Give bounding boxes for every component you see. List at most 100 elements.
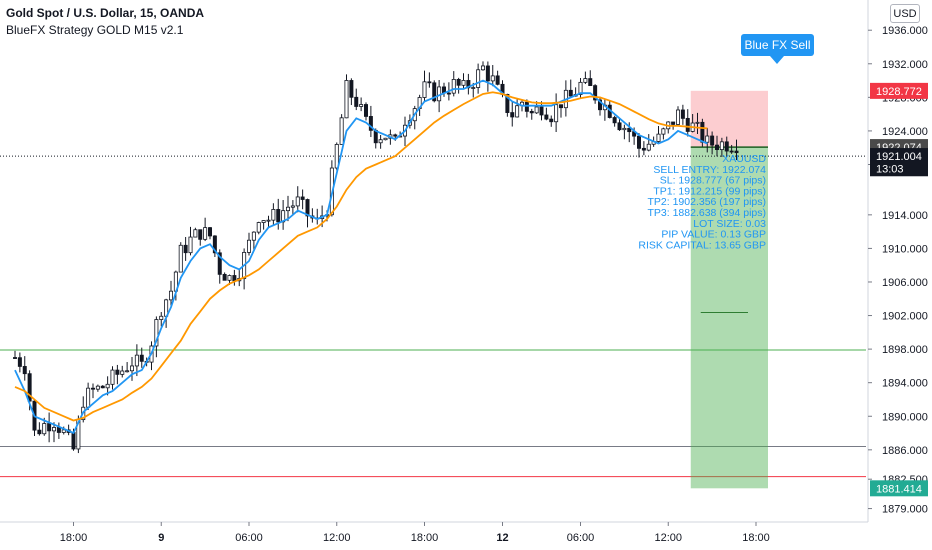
price-tick-label: 1898.000	[882, 344, 928, 356]
candle-down	[432, 82, 437, 102]
candle-up	[534, 106, 539, 114]
time-tick-label: 18:00	[60, 532, 88, 544]
candle-up	[490, 75, 495, 82]
price-tick-label: 1910.000	[882, 243, 928, 255]
candle-up	[471, 87, 476, 89]
candle-up	[290, 205, 295, 208]
currency-button[interactable]: USD	[890, 4, 920, 23]
fast-ma-line	[14, 79, 708, 435]
candle-up	[359, 104, 364, 107]
candle-down	[198, 229, 203, 240]
price-tag-label: 1928.772	[876, 86, 922, 98]
candle-up	[52, 427, 57, 432]
candle-down	[588, 78, 593, 87]
candle-up	[159, 315, 164, 320]
candle-down	[71, 432, 76, 450]
candle-down	[363, 104, 368, 117]
candle-down	[354, 96, 359, 107]
candle-up	[134, 354, 139, 367]
time-tick-label: 12	[496, 532, 508, 544]
candle-up	[461, 80, 466, 86]
sell-signal-arrow-icon	[770, 56, 784, 64]
candle-up	[383, 137, 388, 141]
candle-down	[524, 101, 529, 112]
candle-down	[212, 235, 217, 254]
price-tag	[870, 148, 928, 165]
slow-ma-line	[14, 91, 708, 422]
strategy-name: BlueFX Strategy GOLD M15 v2.1	[6, 23, 184, 37]
price-tag-label: 13:03	[876, 163, 904, 175]
candle-up	[656, 133, 661, 142]
candle-down	[505, 93, 510, 113]
candle-up	[188, 236, 193, 254]
candle-down	[680, 109, 685, 119]
candle-down	[183, 244, 188, 254]
trade-info-line: PIP VALUE: 0.13 GBP	[661, 229, 766, 241]
trade-info-line: RISK CAPITAL: 13.65 GBP	[638, 239, 766, 251]
candle-down	[139, 354, 144, 362]
candle-down	[495, 75, 500, 85]
candle-up	[295, 196, 300, 207]
trade-info-line: SL: 1928.777 (67 pips)	[660, 175, 766, 187]
time-tick-label: 06:00	[235, 532, 263, 544]
candle-up	[256, 222, 261, 233]
candle-up	[583, 78, 588, 83]
trade-info-line: XAUUSD	[722, 153, 766, 165]
candle-down	[393, 134, 398, 137]
candle-up	[42, 423, 47, 435]
candle-down	[232, 275, 237, 282]
candle-up	[271, 209, 276, 221]
price-tick-label: 1902.000	[882, 311, 928, 323]
price-tag-label: 1921.004	[876, 151, 922, 163]
candle-up	[129, 365, 134, 372]
candle-down	[22, 366, 27, 375]
candle-up	[661, 128, 666, 135]
price-tick-label: 1932.000	[882, 59, 928, 71]
trade-info-line: LOT SIZE: 0.03	[693, 218, 766, 230]
candle-down	[368, 116, 373, 131]
candle-down	[671, 121, 676, 125]
candle-up	[515, 105, 520, 118]
candle-up	[695, 121, 700, 124]
time-tick-label: 06:00	[567, 532, 595, 544]
candle-down	[276, 209, 281, 223]
candle-up	[554, 104, 559, 123]
price-tick-label: 1906.000	[882, 277, 928, 289]
candle-down	[300, 196, 305, 200]
candle-down	[627, 127, 632, 133]
candle-down	[715, 144, 720, 151]
time-tick-label: 18:00	[411, 532, 439, 544]
candle-down	[724, 141, 729, 152]
candle-down	[539, 106, 544, 116]
candle-up	[105, 383, 110, 389]
candle-up	[646, 143, 651, 151]
candle-down	[12, 357, 17, 359]
candle-down	[207, 227, 212, 237]
candle-up	[125, 370, 130, 373]
candle-up	[578, 81, 583, 95]
chart-title: Gold Spot / U.S. Dollar, 15, OANDA	[6, 6, 205, 20]
price-tag	[870, 160, 928, 177]
candle-down	[637, 135, 642, 149]
candle-down	[549, 118, 554, 123]
candle-up	[154, 319, 159, 347]
candle-down	[446, 92, 451, 95]
candle-up	[719, 141, 724, 151]
candle-up	[622, 127, 627, 131]
price-tag	[870, 480, 928, 497]
take-profit-zone	[690, 147, 768, 489]
candle-down	[641, 147, 646, 151]
price-tag-label: 1881.414	[876, 483, 922, 495]
candle-up	[334, 144, 339, 169]
candle-down	[544, 114, 549, 120]
candle-down	[91, 387, 96, 390]
candle-up	[246, 239, 251, 253]
candle-down	[456, 79, 461, 86]
candle-down	[598, 99, 603, 111]
candle-up	[86, 387, 91, 408]
sell-signal-label: Blue FX Sell	[741, 34, 814, 56]
candle-down	[37, 429, 42, 435]
time-axis-bg	[0, 522, 868, 550]
candle-down	[612, 117, 617, 124]
